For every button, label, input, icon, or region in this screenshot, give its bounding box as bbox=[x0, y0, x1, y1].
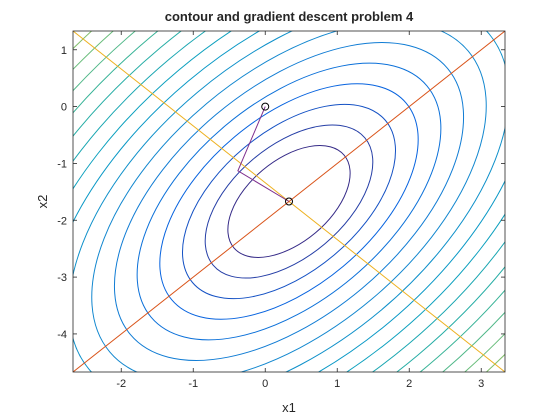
start-point-marker bbox=[261, 102, 270, 111]
x-axis-label: x1 bbox=[282, 400, 296, 415]
tick-layer: -2 -1 0 1 2 3 -4 -3 -2 -1 0 1 bbox=[57, 31, 505, 390]
plot-frame bbox=[72, 30, 506, 373]
y-tick-label: -2 bbox=[57, 215, 67, 227]
contour-line bbox=[227, 145, 351, 258]
y-tick-label: 0 bbox=[61, 102, 67, 114]
y-tick-label: -3 bbox=[57, 272, 67, 284]
contour-line bbox=[113, 42, 465, 361]
y-tick-label: 1 bbox=[61, 45, 67, 57]
chart-title: contour and gradient descent problem 4 bbox=[165, 9, 414, 24]
x-tick-label: 3 bbox=[478, 378, 484, 390]
marker-layer bbox=[261, 102, 293, 206]
descent-path bbox=[237, 106, 290, 202]
contour-line bbox=[204, 124, 374, 279]
contour-line bbox=[91, 31, 487, 372]
x-tick-label: 2 bbox=[406, 378, 412, 390]
minimum-point-marker bbox=[285, 197, 293, 206]
y-tick-label: -1 bbox=[57, 158, 67, 170]
x-tick-label: 1 bbox=[334, 378, 340, 390]
y-tick-label: -4 bbox=[57, 329, 67, 341]
contour-line bbox=[159, 83, 419, 320]
y-axis-label: x2 bbox=[35, 195, 50, 209]
x-tick-label: -2 bbox=[116, 378, 126, 390]
contour-line bbox=[136, 62, 442, 341]
path-layer bbox=[237, 106, 290, 202]
contour-line bbox=[182, 103, 396, 300]
x-tick-label: 0 bbox=[262, 378, 268, 390]
x-tick-label: -1 bbox=[188, 378, 198, 390]
